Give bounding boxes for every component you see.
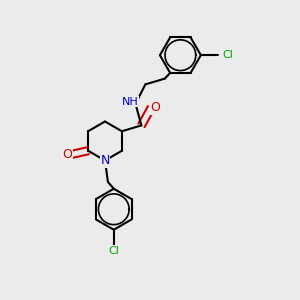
Text: O: O xyxy=(151,101,160,114)
Text: O: O xyxy=(62,148,72,161)
Text: NH: NH xyxy=(122,97,139,106)
Text: Cl: Cl xyxy=(108,246,119,256)
Text: N: N xyxy=(100,154,110,167)
Text: Cl: Cl xyxy=(222,50,233,60)
